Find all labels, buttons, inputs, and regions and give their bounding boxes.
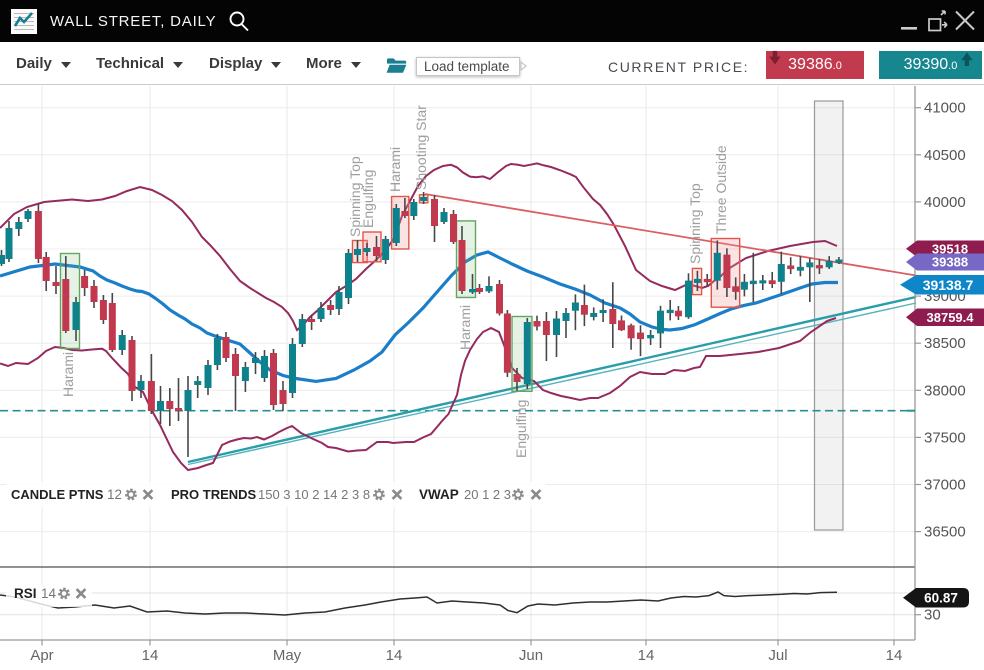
svg-text:May: May (273, 647, 302, 664)
svg-text:38000: 38000 (924, 382, 966, 399)
svg-text:VWAP: VWAP (419, 487, 459, 502)
svg-text:60.87: 60.87 (924, 591, 958, 606)
svg-text:Engulfing: Engulfing (513, 400, 529, 458)
svg-text:40000: 40000 (924, 194, 966, 211)
svg-text:14: 14 (41, 586, 57, 601)
svg-text:38500: 38500 (924, 335, 966, 352)
svg-text:Apr: Apr (30, 647, 53, 664)
svg-text:39138.7: 39138.7 (923, 277, 974, 293)
svg-text:14: 14 (638, 647, 655, 664)
svg-text:CANDLE PTNS: CANDLE PTNS (11, 487, 104, 502)
svg-text:12: 12 (107, 487, 122, 502)
svg-text:Harami: Harami (60, 352, 76, 397)
svg-text:37500: 37500 (924, 429, 966, 446)
svg-text:Three Outside: Three Outside (713, 145, 729, 234)
svg-text:36500: 36500 (924, 524, 966, 541)
svg-text:Engulfing: Engulfing (360, 170, 376, 228)
svg-text:20 1 2 3: 20 1 2 3 (464, 487, 511, 502)
svg-text:39388: 39388 (932, 255, 968, 270)
svg-text:Jun: Jun (519, 647, 543, 664)
svg-text:Spinning Top: Spinning Top (347, 156, 363, 237)
svg-text:Spinning Top: Spinning Top (687, 183, 703, 264)
svg-text:14: 14 (886, 647, 903, 664)
svg-text:38759.4: 38759.4 (927, 310, 975, 325)
svg-text:41000: 41000 (924, 100, 966, 117)
svg-text:Harami: Harami (387, 147, 403, 192)
svg-text:37000: 37000 (924, 477, 966, 494)
svg-text:PRO TRENDS: PRO TRENDS (171, 487, 257, 502)
svg-text:14: 14 (142, 647, 159, 664)
svg-text:150 3 10 2 14 2 3 8: 150 3 10 2 14 2 3 8 (258, 487, 370, 502)
svg-text:14: 14 (386, 647, 403, 664)
svg-text:RSI: RSI (14, 586, 37, 601)
svg-text:30: 30 (924, 607, 941, 624)
svg-text:40500: 40500 (924, 147, 966, 164)
svg-text:Shooting Star: Shooting Star (413, 105, 429, 190)
svg-text:Jul: Jul (768, 647, 787, 664)
svg-text:39518: 39518 (932, 241, 968, 256)
svg-text:Harami: Harami (457, 305, 473, 350)
